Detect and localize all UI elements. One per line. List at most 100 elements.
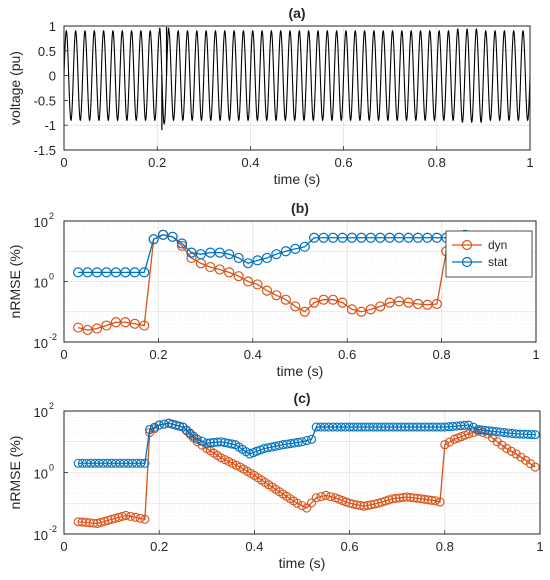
data-point bbox=[306, 498, 317, 508]
x-tick-label: 0.2 bbox=[148, 155, 166, 170]
y-tick-label: 10 bbox=[34, 405, 48, 420]
chart-title: (b) bbox=[291, 200, 309, 216]
x-tick-label: 0 bbox=[60, 155, 67, 170]
x-tick-label: 0.4 bbox=[245, 539, 263, 554]
data-point bbox=[362, 500, 373, 511]
data-point bbox=[473, 424, 483, 435]
data-point bbox=[224, 267, 235, 278]
data-point bbox=[202, 438, 212, 448]
data-point bbox=[311, 493, 321, 503]
y-tick-label: 10 bbox=[34, 336, 48, 351]
data-point bbox=[530, 462, 540, 472]
data-point bbox=[430, 496, 440, 506]
y-tick-label: 10 bbox=[34, 467, 48, 482]
data-point bbox=[214, 264, 225, 275]
data-point bbox=[316, 492, 326, 502]
data-point bbox=[91, 323, 103, 334]
data-point bbox=[302, 503, 312, 513]
y-tick-label: -0.5 bbox=[34, 93, 56, 108]
data-point bbox=[299, 241, 310, 252]
data-point bbox=[212, 437, 223, 447]
x-tick-label: 0.6 bbox=[338, 347, 356, 362]
axes-frame bbox=[63, 25, 531, 151]
data-point bbox=[297, 501, 307, 511]
y-tick-exponent: 2 bbox=[49, 401, 54, 411]
data-point bbox=[140, 514, 150, 524]
data-point bbox=[516, 452, 526, 462]
data-point bbox=[136, 458, 146, 468]
data-point bbox=[431, 298, 442, 310]
data-point bbox=[149, 422, 159, 432]
y-tick-exponent: -2 bbox=[49, 332, 57, 342]
legend-marker-stat bbox=[461, 256, 473, 268]
y-tick-exponent: 2 bbox=[49, 211, 54, 221]
data-point bbox=[252, 255, 263, 266]
x-tick-label: 0.2 bbox=[149, 347, 167, 362]
data-point bbox=[345, 498, 355, 508]
data-point bbox=[530, 430, 540, 440]
data-point bbox=[366, 500, 376, 510]
y-tick-label: 10 bbox=[34, 528, 48, 543]
data-point bbox=[302, 435, 312, 446]
data-point bbox=[464, 420, 474, 430]
legend: dyn stat bbox=[445, 230, 533, 278]
x-tick-label: 0.2 bbox=[150, 539, 168, 554]
data-point bbox=[209, 437, 219, 448]
data-point bbox=[423, 495, 433, 505]
data-point bbox=[327, 294, 339, 305]
x-tick-label: 1 bbox=[536, 539, 543, 554]
data-point bbox=[205, 438, 215, 448]
data-point bbox=[252, 279, 263, 290]
data-point bbox=[352, 500, 362, 510]
data-point bbox=[126, 511, 136, 521]
data-point bbox=[121, 510, 131, 521]
x-tick-label: 0.8 bbox=[428, 155, 446, 170]
data-point bbox=[402, 492, 412, 502]
legend-label-stat: stat bbox=[488, 255, 508, 269]
data-point bbox=[135, 513, 145, 523]
data-point bbox=[197, 436, 207, 446]
data-point bbox=[174, 421, 184, 431]
y-tick-label: 0.5 bbox=[38, 44, 56, 59]
series-line bbox=[78, 422, 536, 525]
data-point bbox=[506, 446, 516, 456]
y-tick-label: -1.5 bbox=[34, 143, 56, 158]
data-point bbox=[290, 301, 301, 312]
x-tick-label: 0.6 bbox=[335, 155, 353, 170]
data-point bbox=[233, 252, 244, 264]
data-point bbox=[480, 425, 490, 435]
legend-label-dyn: dyn bbox=[488, 238, 507, 252]
x-tick-label: 0.8 bbox=[433, 347, 451, 362]
y-axis-label: voltage (pu) bbox=[7, 51, 23, 125]
data-point bbox=[306, 434, 317, 444]
y-tick-exponent: 0 bbox=[49, 272, 54, 282]
x-tick-label: 0 bbox=[60, 539, 67, 554]
data-point bbox=[468, 428, 478, 438]
y-tick-label: 10 bbox=[34, 276, 48, 291]
x-axis-label: time (s) bbox=[277, 363, 324, 379]
x-tick-label: 1 bbox=[526, 155, 533, 170]
y-axis-label: nRMSE (%) bbox=[7, 245, 23, 319]
data-point bbox=[356, 306, 367, 317]
data-point bbox=[139, 320, 150, 331]
x-tick-label: 0 bbox=[60, 347, 67, 362]
data-point bbox=[445, 437, 455, 447]
x-tick-label: 0.8 bbox=[436, 539, 454, 554]
data-point bbox=[391, 493, 401, 503]
data-point bbox=[420, 494, 430, 504]
y-tick-label: 1 bbox=[49, 19, 56, 34]
data-point bbox=[405, 492, 415, 502]
data-point bbox=[220, 437, 230, 448]
data-point bbox=[186, 252, 197, 264]
data-point bbox=[403, 297, 414, 308]
data-point bbox=[326, 492, 336, 502]
data-point bbox=[223, 438, 233, 448]
data-point bbox=[176, 238, 188, 249]
data-point bbox=[464, 429, 474, 439]
data-point bbox=[398, 492, 408, 502]
data-point bbox=[477, 425, 487, 435]
data-point bbox=[511, 449, 521, 459]
data-point bbox=[337, 297, 348, 308]
